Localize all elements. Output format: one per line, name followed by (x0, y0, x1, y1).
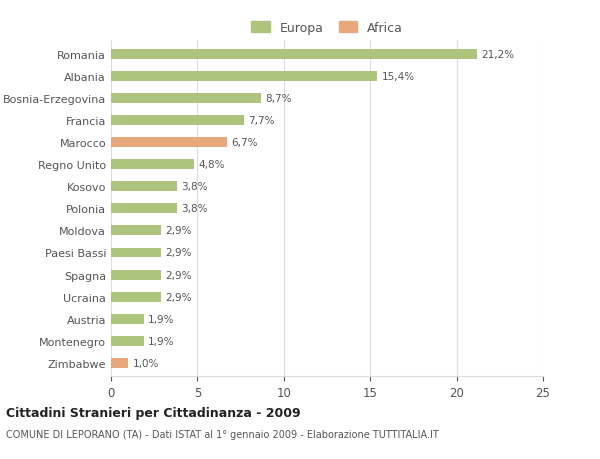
Bar (111, 336, 144, 346)
Text: 7,7%: 7,7% (248, 116, 275, 126)
Text: 4,8%: 4,8% (198, 160, 225, 170)
Bar (111, 50, 478, 60)
Text: Cittadini Stranieri per Cittadinanza - 2009: Cittadini Stranieri per Cittadinanza - 2… (6, 406, 301, 419)
Text: 15,4%: 15,4% (382, 72, 415, 82)
Text: 1,9%: 1,9% (148, 314, 175, 324)
Text: 2,9%: 2,9% (166, 270, 192, 280)
Bar (111, 138, 227, 148)
Text: 1,9%: 1,9% (148, 336, 175, 346)
Text: 21,2%: 21,2% (482, 50, 515, 60)
Bar (111, 72, 377, 82)
Text: 2,9%: 2,9% (166, 292, 192, 302)
Bar (111, 160, 194, 170)
Text: COMUNE DI LEPORANO (TA) - Dati ISTAT al 1° gennaio 2009 - Elaborazione TUTTITALI: COMUNE DI LEPORANO (TA) - Dati ISTAT al … (6, 429, 439, 439)
Text: 1,0%: 1,0% (133, 358, 159, 368)
Bar (111, 182, 176, 192)
Bar (111, 116, 244, 126)
Bar (111, 358, 128, 368)
Legend: Europa, Africa: Europa, Africa (248, 19, 406, 37)
Bar (111, 248, 161, 258)
Text: 3,8%: 3,8% (181, 204, 208, 214)
Bar (111, 94, 262, 104)
Text: 3,8%: 3,8% (181, 182, 208, 192)
Bar (111, 270, 161, 280)
Text: 2,9%: 2,9% (166, 248, 192, 258)
Text: 2,9%: 2,9% (166, 226, 192, 236)
Bar (111, 226, 161, 236)
Bar (111, 204, 176, 214)
Text: 6,7%: 6,7% (231, 138, 257, 148)
Text: 8,7%: 8,7% (266, 94, 292, 104)
Bar (111, 292, 161, 302)
Bar (111, 314, 144, 324)
